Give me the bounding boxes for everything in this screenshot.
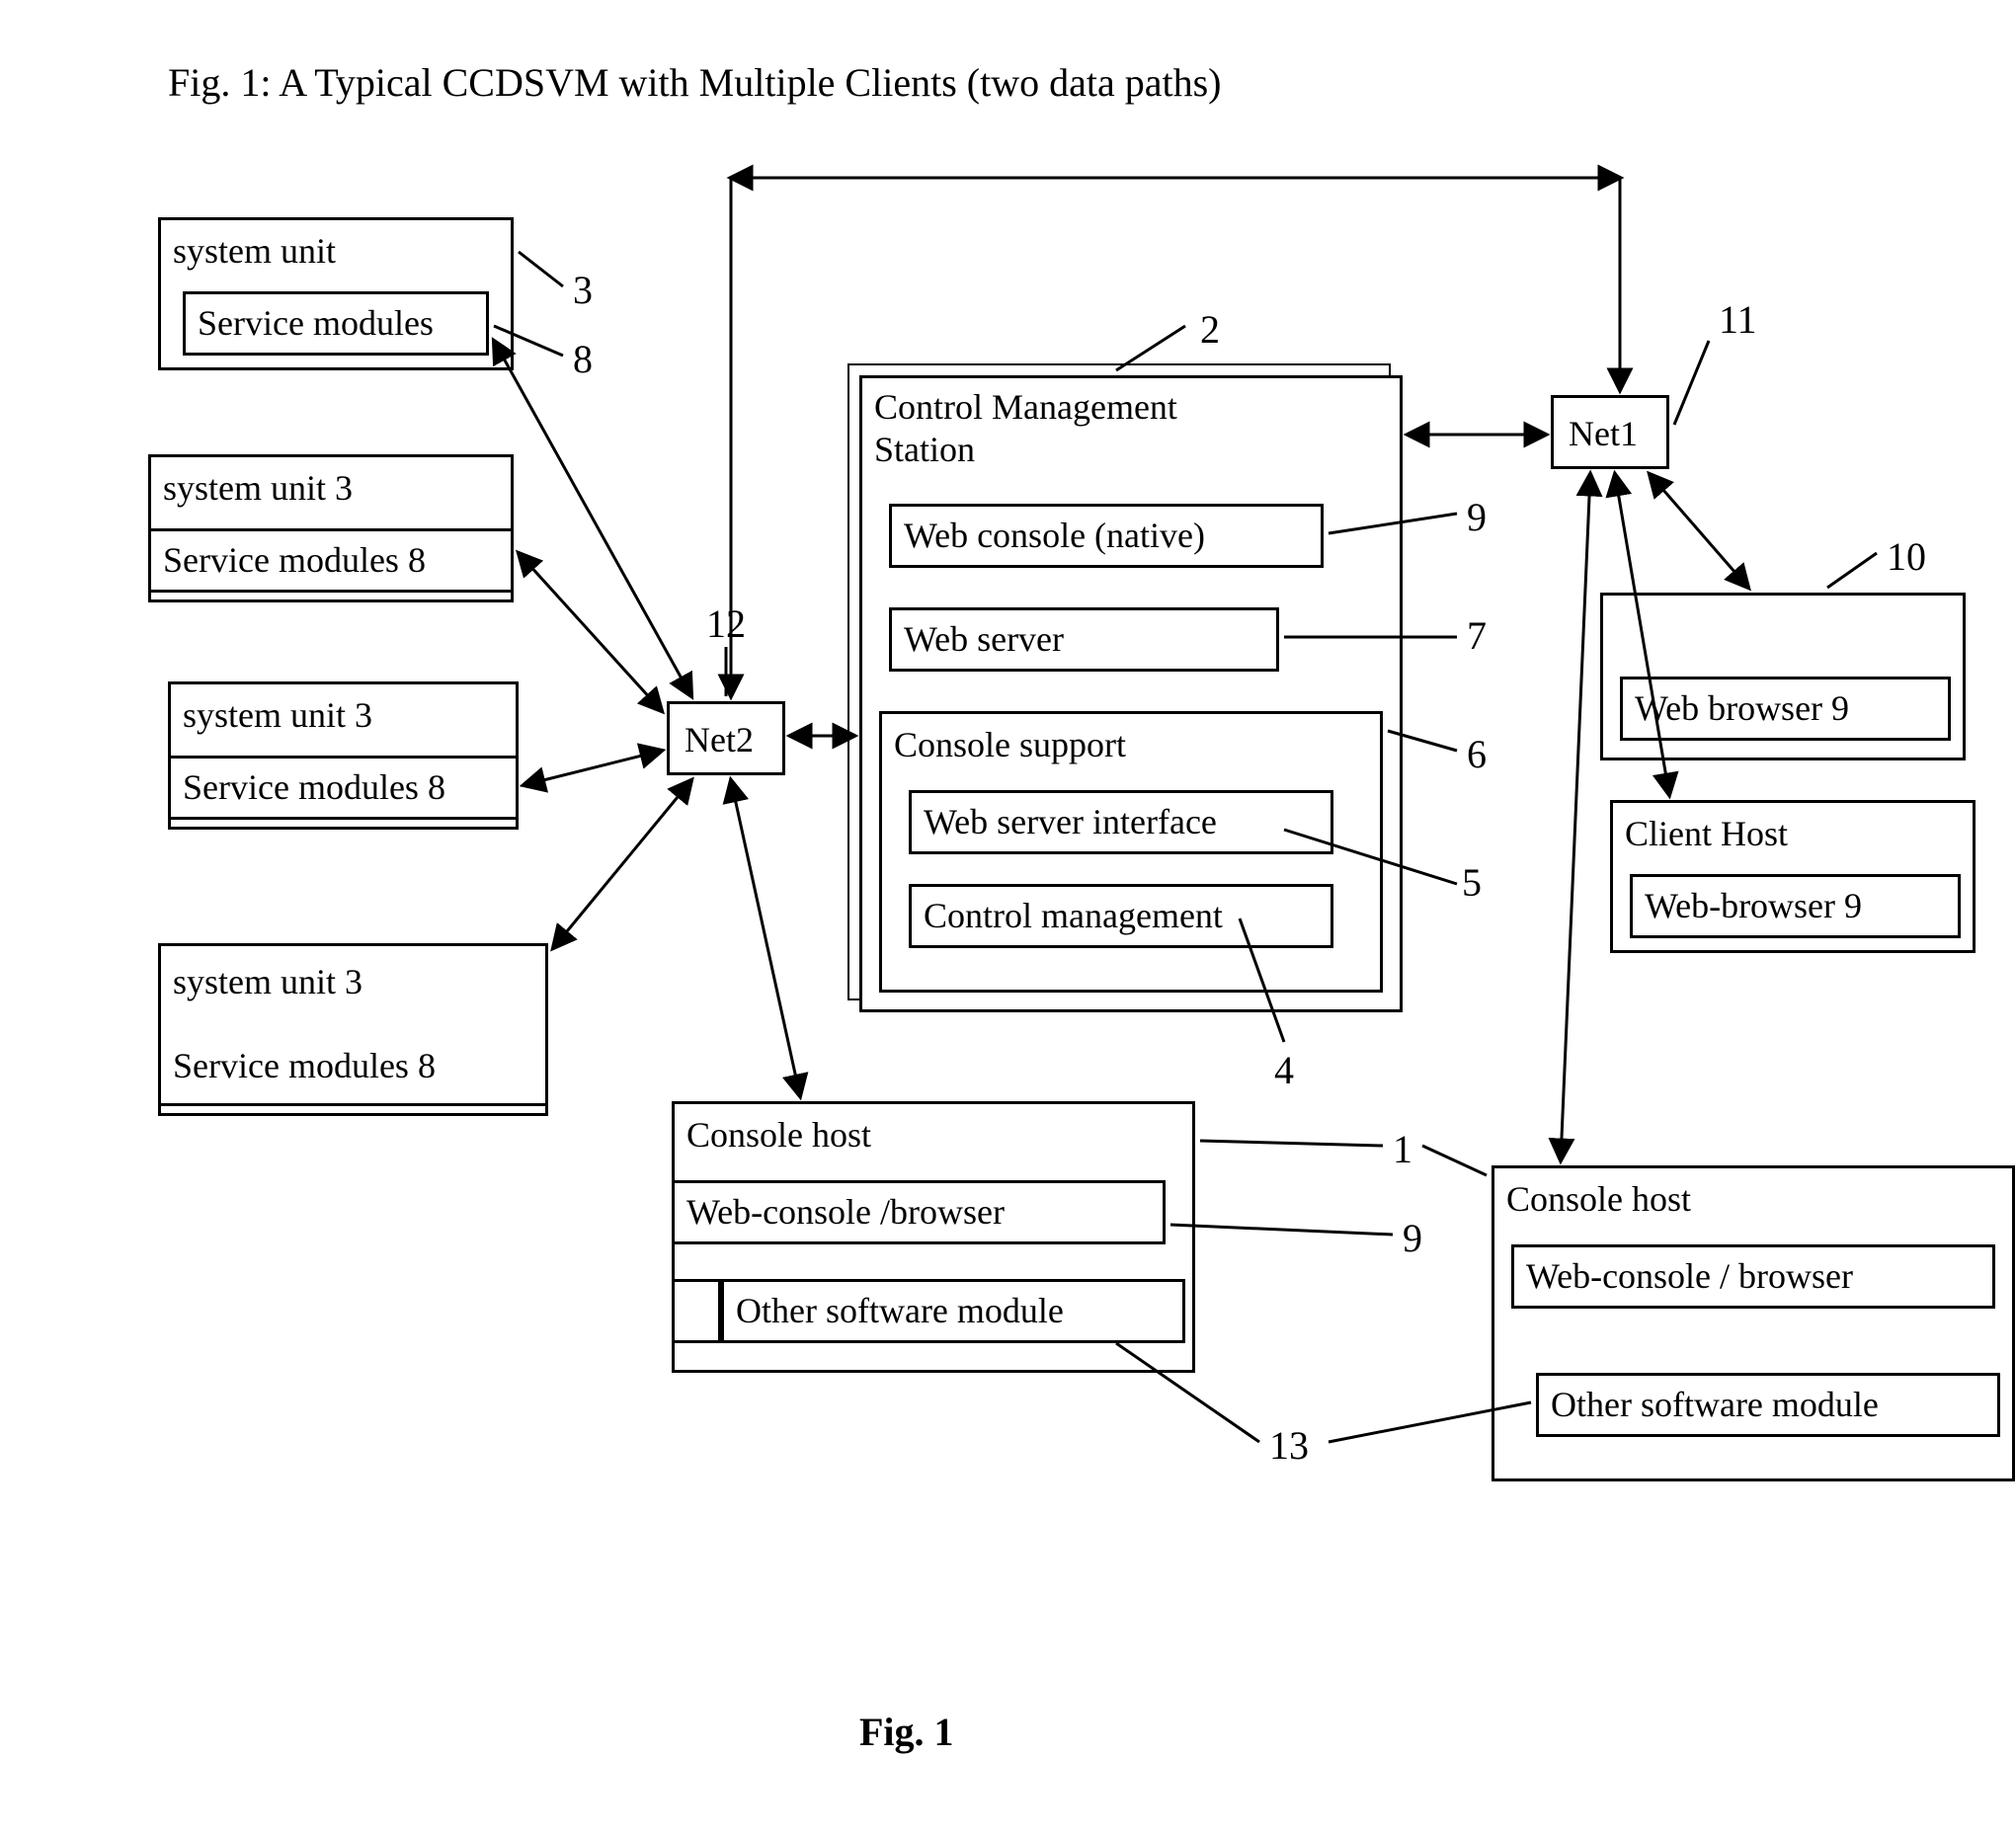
ref-8: 8 <box>573 336 593 382</box>
console-host-2-browser: Web-console / browser <box>1511 1244 1995 1309</box>
cms-title: Control Management Station <box>874 386 1250 471</box>
cms-web-server: Web server <box>889 607 1279 672</box>
console-host-2-label: Console host <box>1506 1179 1691 1219</box>
console-host-2-other-label: Other software module <box>1551 1385 1879 1424</box>
system-unit-4-inner-label: Service modules 8 <box>173 1046 436 1085</box>
figure-caption: Fig. 1 <box>859 1709 954 1755</box>
diagram-canvas: Fig. 1: A Typical CCDSVM with Multiple C… <box>0 0 2016 1837</box>
cms-control-management: Control management <box>909 884 1333 948</box>
figure-title: Fig. 1: A Typical CCDSVM with Multiple C… <box>168 59 1221 106</box>
ref-9a: 9 <box>1467 494 1487 540</box>
system-unit-4-label: system unit 3 <box>173 962 363 1001</box>
client-2-browser-label: Web-browser 9 <box>1645 886 1862 925</box>
system-unit-1-service-modules: Service modules <box>183 291 489 356</box>
console-host-1-other-label: Other software module <box>736 1291 1064 1330</box>
console-host-1-other: Other software module <box>721 1279 1185 1343</box>
cms-web-server-label: Web server <box>904 619 1064 659</box>
cms-console-support-label: Console support <box>894 725 1126 764</box>
system-unit-3-inner-label: Service modules 8 <box>183 767 445 807</box>
ref-1: 1 <box>1393 1126 1412 1172</box>
client-1-browser: Web browser 9 <box>1620 677 1951 741</box>
console-host-2-other: Other software module <box>1536 1373 2000 1437</box>
ref-6: 6 <box>1467 731 1487 777</box>
ref-11: 11 <box>1719 296 1757 343</box>
ref-13: 13 <box>1269 1422 1309 1469</box>
net2-label: Net2 <box>685 720 754 759</box>
net1-box: Net1 <box>1551 395 1669 469</box>
cms-web-server-interface: Web server interface <box>909 790 1333 854</box>
ref-7: 7 <box>1467 612 1487 659</box>
net2-box: Net2 <box>667 701 785 775</box>
system-unit-2-label: system unit 3 <box>163 468 353 508</box>
system-unit-3-service-modules: Service modules 8 <box>168 756 519 820</box>
cms-web-console: Web console (native) <box>889 504 1324 568</box>
ref-5: 5 <box>1462 859 1482 906</box>
system-unit-3-label: system unit 3 <box>183 695 372 735</box>
ref-12: 12 <box>706 600 746 647</box>
client-2-label: Client Host <box>1625 814 1788 853</box>
ref-2: 2 <box>1200 306 1220 353</box>
cms-ctrlmgmt-label: Control management <box>924 896 1223 935</box>
system-unit-2-service-modules: Service modules 8 <box>148 528 514 593</box>
console-host-1-stub <box>672 1279 721 1343</box>
cms-web-console-label: Web console (native) <box>904 516 1205 555</box>
client-1-browser-label: Web browser 9 <box>1635 688 1849 728</box>
ref-3: 3 <box>573 267 593 313</box>
net1-label: Net1 <box>1569 414 1638 453</box>
system-unit-1-label: system unit <box>173 231 336 271</box>
ref-10: 10 <box>1887 533 1926 580</box>
system-unit-1-inner-label: Service modules <box>198 303 434 343</box>
ref-9b: 9 <box>1403 1215 1422 1261</box>
console-host-1-label: Console host <box>686 1115 871 1155</box>
client-2-browser: Web-browser 9 <box>1630 874 1961 938</box>
cms-wsi-label: Web server interface <box>924 802 1217 841</box>
console-host-2-browser-label: Web-console / browser <box>1526 1256 1853 1296</box>
console-host-1-browser: Web-console /browser <box>672 1180 1166 1244</box>
console-host-1-browser-label: Web-console /browser <box>686 1192 1005 1232</box>
system-unit-2-inner-label: Service modules 8 <box>163 540 426 580</box>
ref-4: 4 <box>1274 1047 1294 1093</box>
system-unit-4-service-modules: Service modules 8 <box>158 1037 548 1106</box>
